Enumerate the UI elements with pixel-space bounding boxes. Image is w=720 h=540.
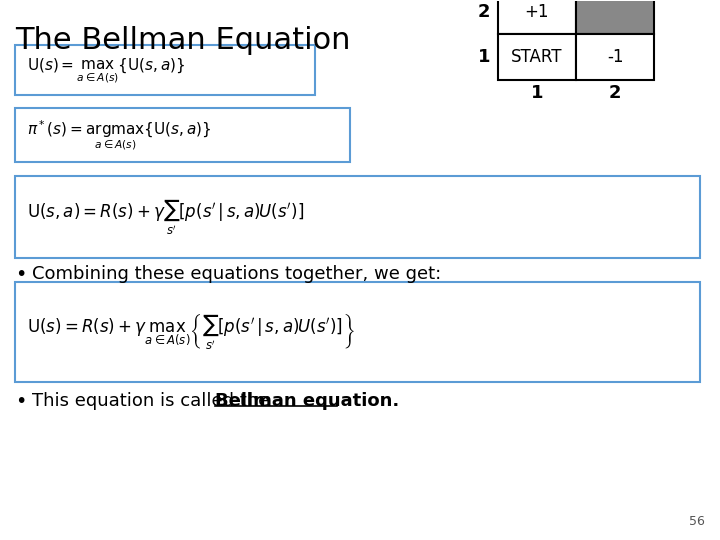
Text: The Bellman Equation: The Bellman Equation bbox=[15, 25, 351, 55]
Text: $\mathrm{U}(s,a) = R(s) + \gamma \sum_{s'} [p(s'\,|\, s,a)U(s')]$: $\mathrm{U}(s,a) = R(s) + \gamma \sum_{s… bbox=[27, 197, 305, 237]
Bar bbox=[576, 0, 654, 35]
FancyBboxPatch shape bbox=[15, 109, 350, 163]
Text: 2: 2 bbox=[608, 84, 621, 103]
Text: Bellman equation.: Bellman equation. bbox=[215, 392, 400, 410]
Bar bbox=[498, 35, 576, 80]
Text: +1: +1 bbox=[525, 3, 549, 21]
Text: •: • bbox=[15, 265, 27, 284]
Text: Combining these equations together, we get:: Combining these equations together, we g… bbox=[32, 265, 441, 284]
Text: •: • bbox=[15, 392, 27, 411]
Bar bbox=[576, 35, 654, 80]
Text: -1: -1 bbox=[607, 49, 624, 66]
Bar bbox=[498, 0, 576, 35]
Text: 1: 1 bbox=[531, 84, 544, 103]
FancyBboxPatch shape bbox=[15, 282, 700, 382]
Text: 56: 56 bbox=[689, 515, 705, 528]
Text: $\pi^*(s) = \underset{a \in A(s)}{\mathrm{argmax}}\{\mathrm{U}(s,a)\}$: $\pi^*(s) = \underset{a \in A(s)}{\mathr… bbox=[27, 118, 212, 152]
FancyBboxPatch shape bbox=[15, 177, 700, 258]
Text: This equation is called the: This equation is called the bbox=[32, 392, 275, 410]
Text: $\mathrm{U}(s) = R(s) + \gamma \underset{a \in A(s)}{\max} \left\{\sum_{s'} [p(s: $\mathrm{U}(s) = R(s) + \gamma \underset… bbox=[27, 312, 355, 352]
Text: $\mathrm{U}(s) = \underset{a \in A(s)}{\max} \{\mathrm{U}(s,a)\}$: $\mathrm{U}(s) = \underset{a \in A(s)}{\… bbox=[27, 56, 186, 85]
Text: START: START bbox=[511, 49, 563, 66]
Text: 2: 2 bbox=[478, 3, 490, 21]
Text: 1: 1 bbox=[478, 49, 490, 66]
FancyBboxPatch shape bbox=[15, 45, 315, 96]
